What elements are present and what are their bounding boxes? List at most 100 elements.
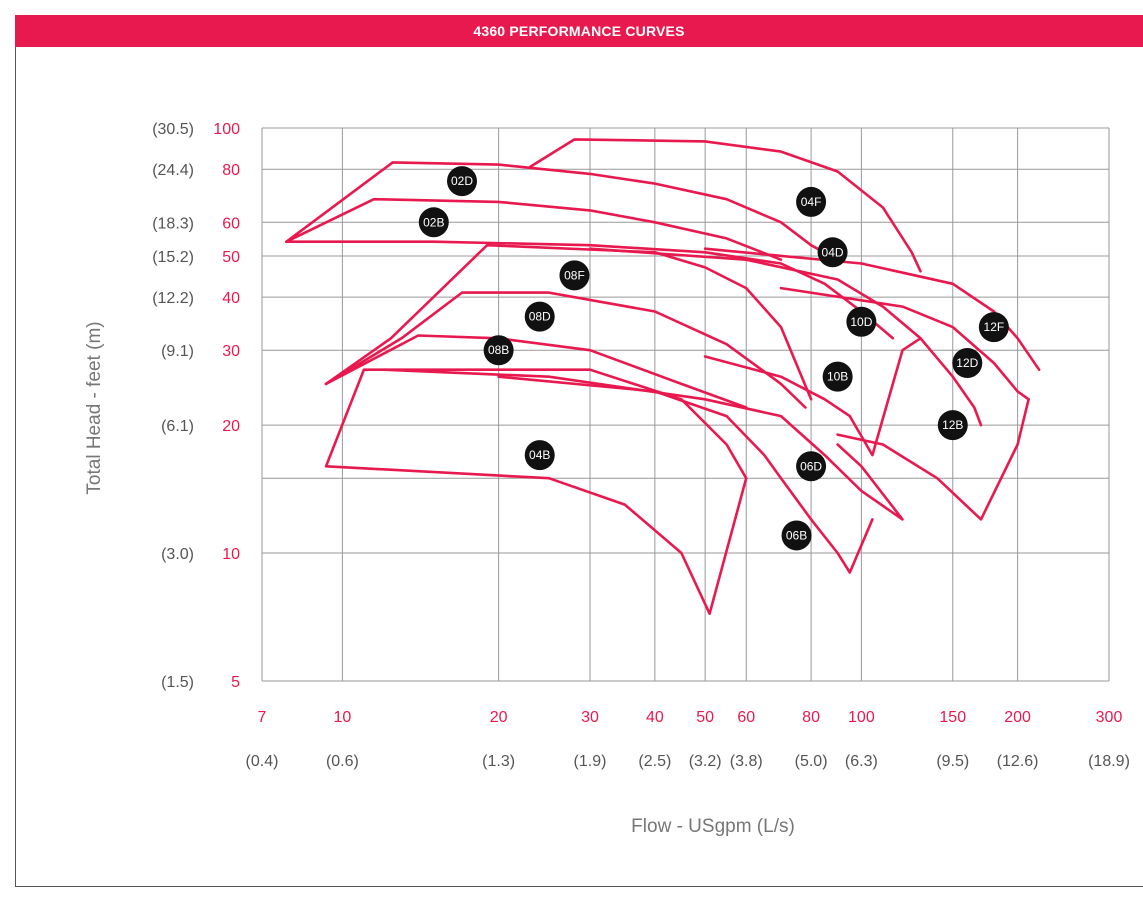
- curve-08d: [324, 291, 807, 409]
- x-tick-label: 7: [258, 709, 267, 726]
- x-axis-ticks: 7 (0.4) 10 (0.6) 20 (1.3) 30 (1.9) 40 (2.5) 50 (3.2…: [246, 709, 1130, 770]
- y-tick-label: 5: [231, 674, 240, 691]
- y-tick-label: 20: [222, 418, 240, 435]
- curve-label-04d: 04D: [817, 237, 848, 268]
- y-tick-label: 50: [222, 249, 240, 266]
- x-tick-metric-label: (3.8): [730, 753, 763, 770]
- x-tick-label: 150: [939, 709, 966, 726]
- curve-label-text: 12D: [956, 356, 978, 370]
- y-tick-metric-label: (6.1): [161, 418, 194, 435]
- curve-label-text: 08B: [488, 343, 509, 357]
- y-tick-label: 80: [222, 162, 240, 179]
- y-tick-label: 100: [213, 121, 240, 138]
- chart-frame: [15, 15, 1143, 887]
- curve-label-badge: [822, 361, 853, 392]
- x-tick-label: 200: [1004, 709, 1031, 726]
- curve-label-badge: [952, 347, 983, 378]
- x-tick-label: 40: [646, 709, 664, 726]
- x-tick-label: 50: [696, 709, 714, 726]
- x-axis-label: Flow - USgpm (L/s): [631, 816, 795, 837]
- x-tick-metric-label: (5.0): [795, 753, 828, 770]
- curve-label-badge: [796, 186, 827, 217]
- y-tick-metric-label: (3.0): [161, 546, 194, 563]
- curve-04d: [285, 240, 895, 340]
- curve-label-text: 10B: [827, 370, 848, 384]
- curve-label-06d: 06D: [796, 451, 827, 482]
- curve-label-text: 04B: [529, 448, 550, 462]
- x-tick-metric-label: (12.6): [997, 753, 1039, 770]
- curve-label-badge: [524, 301, 555, 332]
- curve-12d: [779, 286, 1030, 401]
- y-tick-metric-label: (24.4): [152, 162, 194, 179]
- curve-label-text: 06B: [786, 528, 807, 542]
- x-tick-label: 10: [333, 709, 351, 726]
- chart-title: 4360 PERFORMANCE CURVES: [15, 15, 1143, 47]
- curve-label-badge: [559, 260, 590, 291]
- curve-label-text: 10D: [850, 315, 872, 329]
- curve-label-04b: 04B: [524, 440, 555, 471]
- curve-10d: [588, 247, 983, 427]
- curve-label-10d: 10D: [846, 306, 877, 337]
- curve-label-06b: 06B: [781, 520, 812, 551]
- y-tick-metric-label: (15.2): [152, 249, 194, 266]
- x-tick-metric-label: (6.3): [845, 753, 878, 770]
- curve-label-text: 08F: [564, 268, 585, 282]
- curve-label-badge: [817, 237, 848, 268]
- curve-label-badge: [781, 520, 812, 551]
- x-tick-metric-label: (1.9): [574, 753, 607, 770]
- curves: [285, 138, 1041, 616]
- y-tick-metric-label: (1.5): [161, 674, 194, 691]
- curve-02b: [285, 197, 783, 262]
- curve-label-08f: 08F: [559, 260, 590, 291]
- x-tick-label: 20: [490, 709, 508, 726]
- curve-04b: [324, 368, 748, 616]
- curve-label-badge: [978, 312, 1009, 343]
- curve-label-08d: 08D: [524, 301, 555, 332]
- curve-10b: [703, 336, 922, 457]
- curve-label-08b: 08B: [483, 335, 514, 366]
- x-tick-metric-label: (9.5): [936, 753, 969, 770]
- curve-label-badge: [524, 440, 555, 471]
- curve-12b: [836, 397, 1030, 521]
- curve-08b: [324, 334, 748, 409]
- curve-label-12f: 12F: [978, 312, 1009, 343]
- y-tick-label: 60: [222, 215, 240, 232]
- x-tick-metric-label: (3.2): [689, 753, 722, 770]
- curve-label-02b: 02B: [418, 207, 449, 238]
- y-axis-ticks: 100 (30.5) 80 (24.4) 60 (18.3) 50 (15.2) 40 (12.2…: [152, 121, 240, 691]
- curve-02d: [285, 161, 839, 262]
- curve-12f: [703, 247, 1041, 372]
- curve-label-text: 12F: [984, 320, 1005, 334]
- curve-label-badge: [937, 410, 968, 441]
- x-tick-metric-label: (0.6): [326, 753, 359, 770]
- grid: [261, 127, 1110, 682]
- x-tick-label: 80: [802, 709, 820, 726]
- curve-label-12b: 12B: [937, 410, 968, 441]
- curve-08f: [324, 243, 813, 401]
- curve-label-text: 02D: [451, 174, 473, 188]
- curve-label-badge: [418, 207, 449, 238]
- x-tick-metric-label: (1.3): [482, 753, 515, 770]
- y-tick-metric-label: (30.5): [152, 121, 194, 138]
- y-tick-metric-label: (18.3): [152, 215, 194, 232]
- curve-label-text: 06D: [800, 459, 822, 473]
- curve-06d: [382, 368, 904, 521]
- curve-04f: [528, 138, 922, 273]
- curve-label-text: 04D: [822, 245, 844, 259]
- y-tick-metric-label: (12.2): [152, 290, 194, 307]
- x-tick-label: 100: [848, 709, 875, 726]
- curve-label-badge: [796, 451, 827, 482]
- curve-label-04f: 04F: [796, 186, 827, 217]
- x-tick-label: 30: [581, 709, 599, 726]
- y-tick-label: 30: [222, 343, 240, 360]
- curve-label-text: 08D: [529, 310, 551, 324]
- x-tick-metric-label: (0.4): [246, 753, 279, 770]
- curve-label-02d: 02D: [446, 166, 477, 197]
- y-tick-metric-label: (9.1): [161, 343, 194, 360]
- curve-label-text: 12B: [942, 418, 963, 432]
- curve-label-badge: [846, 306, 877, 337]
- curve-label-10b: 10B: [822, 361, 853, 392]
- curve-label-text: 02B: [423, 215, 444, 229]
- x-tick-label: 60: [737, 709, 755, 726]
